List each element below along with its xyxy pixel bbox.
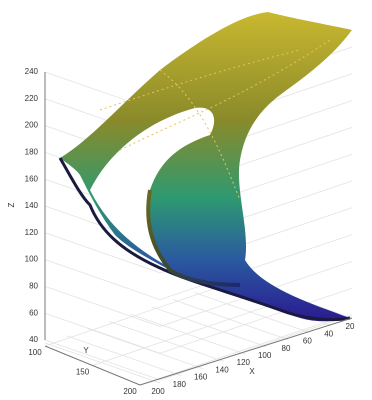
x-tick-label: 80 bbox=[282, 344, 291, 353]
x-tick-label: 160 bbox=[194, 373, 208, 382]
grid-line bbox=[44, 207, 353, 274]
grid-line bbox=[66, 335, 182, 377]
x-axis-label: X bbox=[249, 367, 255, 376]
x-tick-label: 20 bbox=[346, 322, 355, 331]
y-tick-label: 150 bbox=[76, 368, 90, 377]
surface-fold bbox=[146, 189, 241, 287]
z-tick-label: 220 bbox=[25, 94, 39, 103]
grid-line bbox=[139, 319, 333, 386]
z-tick-label: 160 bbox=[25, 174, 39, 183]
x-tick-label: 200 bbox=[151, 387, 165, 396]
grid-line bbox=[44, 234, 353, 301]
x-tick-label: 180 bbox=[173, 380, 187, 389]
x-tick-label: 60 bbox=[303, 337, 312, 346]
z-tick-label: 240 bbox=[25, 67, 39, 76]
grid-line bbox=[44, 342, 161, 384]
z-tick-label: 140 bbox=[25, 201, 39, 210]
z-tick-label: 120 bbox=[25, 228, 39, 237]
grid bbox=[44, 46, 353, 386]
z-tick-label: 40 bbox=[29, 335, 38, 344]
grid-line bbox=[108, 320, 225, 362]
z-tick-label: 200 bbox=[25, 121, 39, 130]
grid-line bbox=[44, 314, 353, 381]
y-tick-label: 200 bbox=[123, 387, 137, 396]
x-tick-label: 140 bbox=[215, 365, 229, 374]
x-tick-label: 100 bbox=[258, 351, 272, 360]
surface-mesh bbox=[99, 39, 331, 201]
y-axis-label: Y bbox=[83, 346, 89, 355]
grid-line bbox=[44, 280, 238, 347]
surface-edge bbox=[58, 157, 351, 322]
grid-line bbox=[151, 306, 267, 348]
grid-line bbox=[92, 300, 285, 366]
x-axis bbox=[139, 317, 353, 386]
z-axis-label: Z bbox=[7, 202, 16, 207]
x-tick-label: 120 bbox=[237, 358, 251, 367]
z-tick-label: 80 bbox=[29, 282, 38, 291]
grid-line bbox=[194, 292, 310, 333]
grid-line bbox=[130, 313, 246, 355]
z-tick-label: 100 bbox=[25, 255, 39, 264]
grid-line bbox=[87, 328, 203, 369]
y-tick-label: 100 bbox=[28, 348, 42, 357]
grid-line bbox=[44, 261, 353, 327]
grid-line bbox=[172, 299, 289, 341]
surface-main bbox=[60, 12, 352, 322]
z-tick-label: 180 bbox=[25, 148, 39, 157]
x-tick-label: 40 bbox=[324, 329, 333, 338]
y-axis bbox=[44, 345, 141, 386]
z-tick-label: 60 bbox=[29, 308, 38, 317]
surface bbox=[58, 12, 352, 322]
surface-hole bbox=[90, 107, 215, 266]
